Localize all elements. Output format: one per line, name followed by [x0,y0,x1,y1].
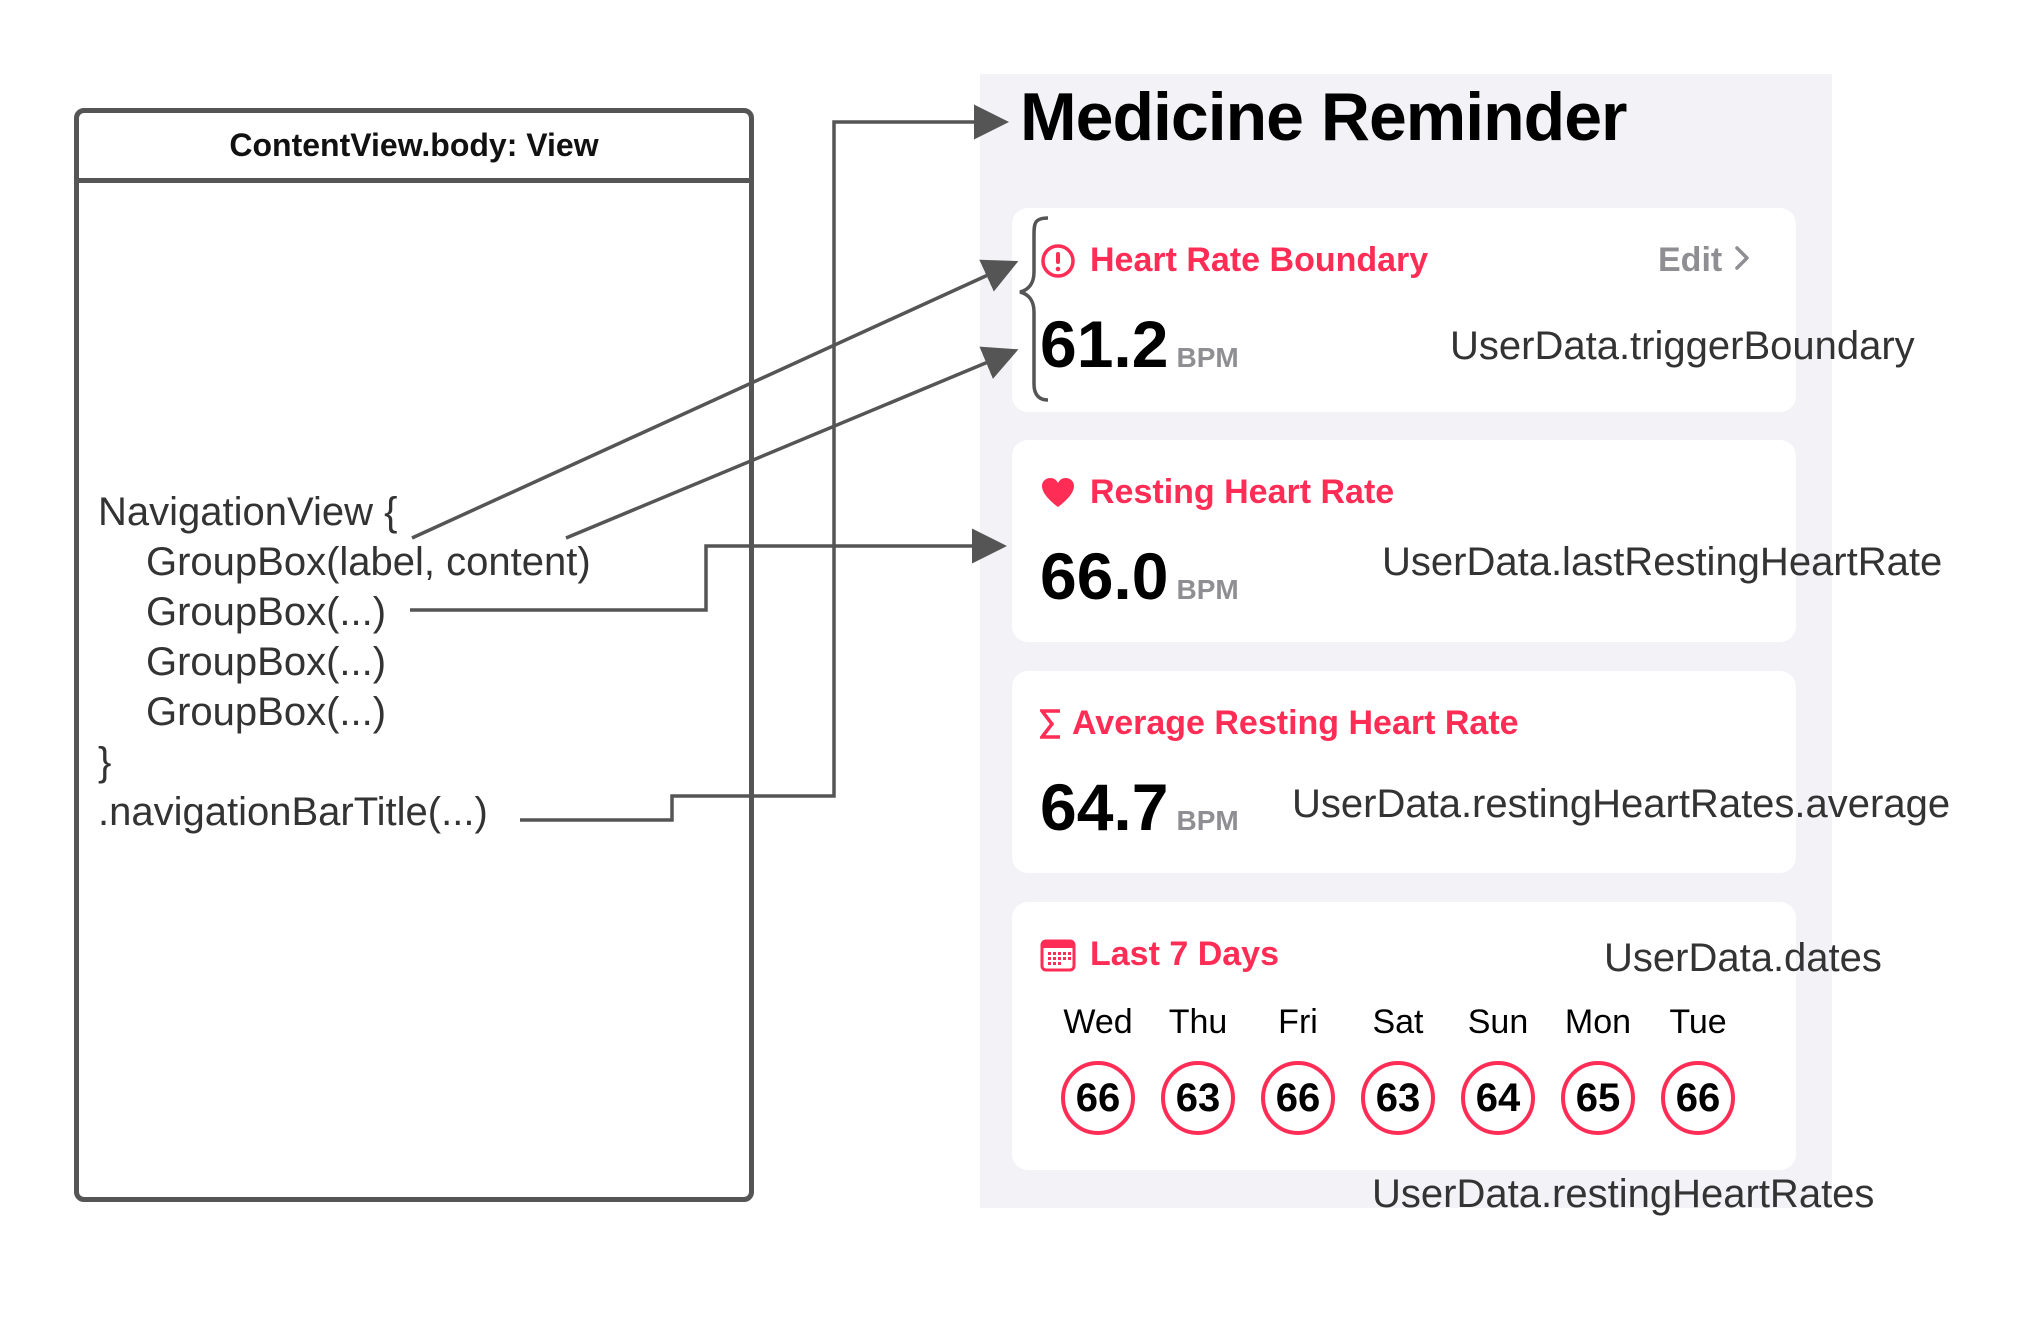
value-row-average: 64.7 BPM [1040,769,1239,845]
day-value-mon: 65 [1561,1061,1635,1135]
card-label-resting-heart-rate: Resting Heart Rate [1040,473,1394,512]
edit-label: Edit [1658,241,1723,279]
groupbox-resting-heart-rate [1012,440,1796,642]
navigation-title: Medicine Reminder [1020,79,1627,155]
day-value-tue: 66 [1661,1061,1735,1135]
day-label-tue: Tue [1669,1003,1727,1041]
card-label-text: Heart Rate Boundary [1090,241,1429,279]
exclamation-circle-icon [1040,243,1076,279]
boundary-value: 61.2 [1040,307,1169,381]
code-line-navigationbartitle: .navigationBarTitle(...) [98,790,488,834]
code-line-navigationview: NavigationView { [98,490,398,534]
edit-button[interactable]: Edit [1658,241,1750,280]
day-label-sun: Sun [1467,1003,1529,1041]
day-value-fri: 66 [1261,1061,1335,1135]
value-row-boundary: 61.2 BPM [1040,306,1239,382]
day-label-sat: Sat [1372,1003,1424,1041]
groupbox-average-resting-heart-rate [1012,671,1796,873]
card-label-average-resting-heart-rate: Average Resting Heart Rate [1040,704,1519,743]
resting-value: 66.0 [1040,539,1169,613]
code-line-groupbox-4: GroupBox(...) [146,690,387,734]
day-value-sun: 64 [1461,1061,1535,1135]
code-line-groupbox-2: GroupBox(...) [146,590,387,634]
annotation-last-resting-heart-rate: UserData.lastRestingHeartRate [1382,540,1943,584]
annotation-trigger-boundary: UserData.triggerBoundary [1450,324,1915,368]
resting-unit: BPM [1176,574,1239,605]
day-label-thu: Thu [1168,1003,1228,1041]
card-label-last-7-days: Last 7 Days [1040,935,1279,974]
chevron-right-icon [1734,241,1750,280]
card-label-text: Last 7 Days [1090,935,1279,973]
code-box-header: ContentView.body: View [79,113,749,183]
average-unit: BPM [1176,805,1239,836]
annotation-dates: UserData.dates [1604,936,1882,980]
day-label-wed: Wed [1063,1003,1133,1041]
average-value: 64.7 [1040,770,1169,844]
heart-icon [1040,475,1076,511]
day-label-mon: Mon [1564,1003,1632,1041]
groupbox-heart-rate-boundary [1012,208,1796,412]
annotation-resting-heart-rates: UserData.restingHeartRates [1372,1172,1875,1216]
annotation-resting-heart-rates-average: UserData.restingHeartRates.average [1292,782,1951,826]
day-value-thu: 63 [1161,1061,1235,1135]
code-line-groupbox-1: GroupBox(label, content) [146,540,591,584]
sigma-icon [1040,706,1062,742]
card-label-heart-rate-boundary: Heart Rate Boundary [1040,241,1428,280]
code-line-close-brace: } [98,740,112,784]
day-label-fri: Fri [1278,1003,1318,1041]
calendar-icon [1040,937,1076,973]
day-value-sat: 63 [1361,1061,1435,1135]
boundary-unit: BPM [1176,342,1239,373]
card-label-text: Average Resting Heart Rate [1072,704,1519,742]
value-row-resting: 66.0 BPM [1040,538,1239,614]
card-label-text: Resting Heart Rate [1090,473,1395,511]
code-line-groupbox-3: GroupBox(...) [146,640,387,684]
day-value-wed: 66 [1061,1061,1135,1135]
